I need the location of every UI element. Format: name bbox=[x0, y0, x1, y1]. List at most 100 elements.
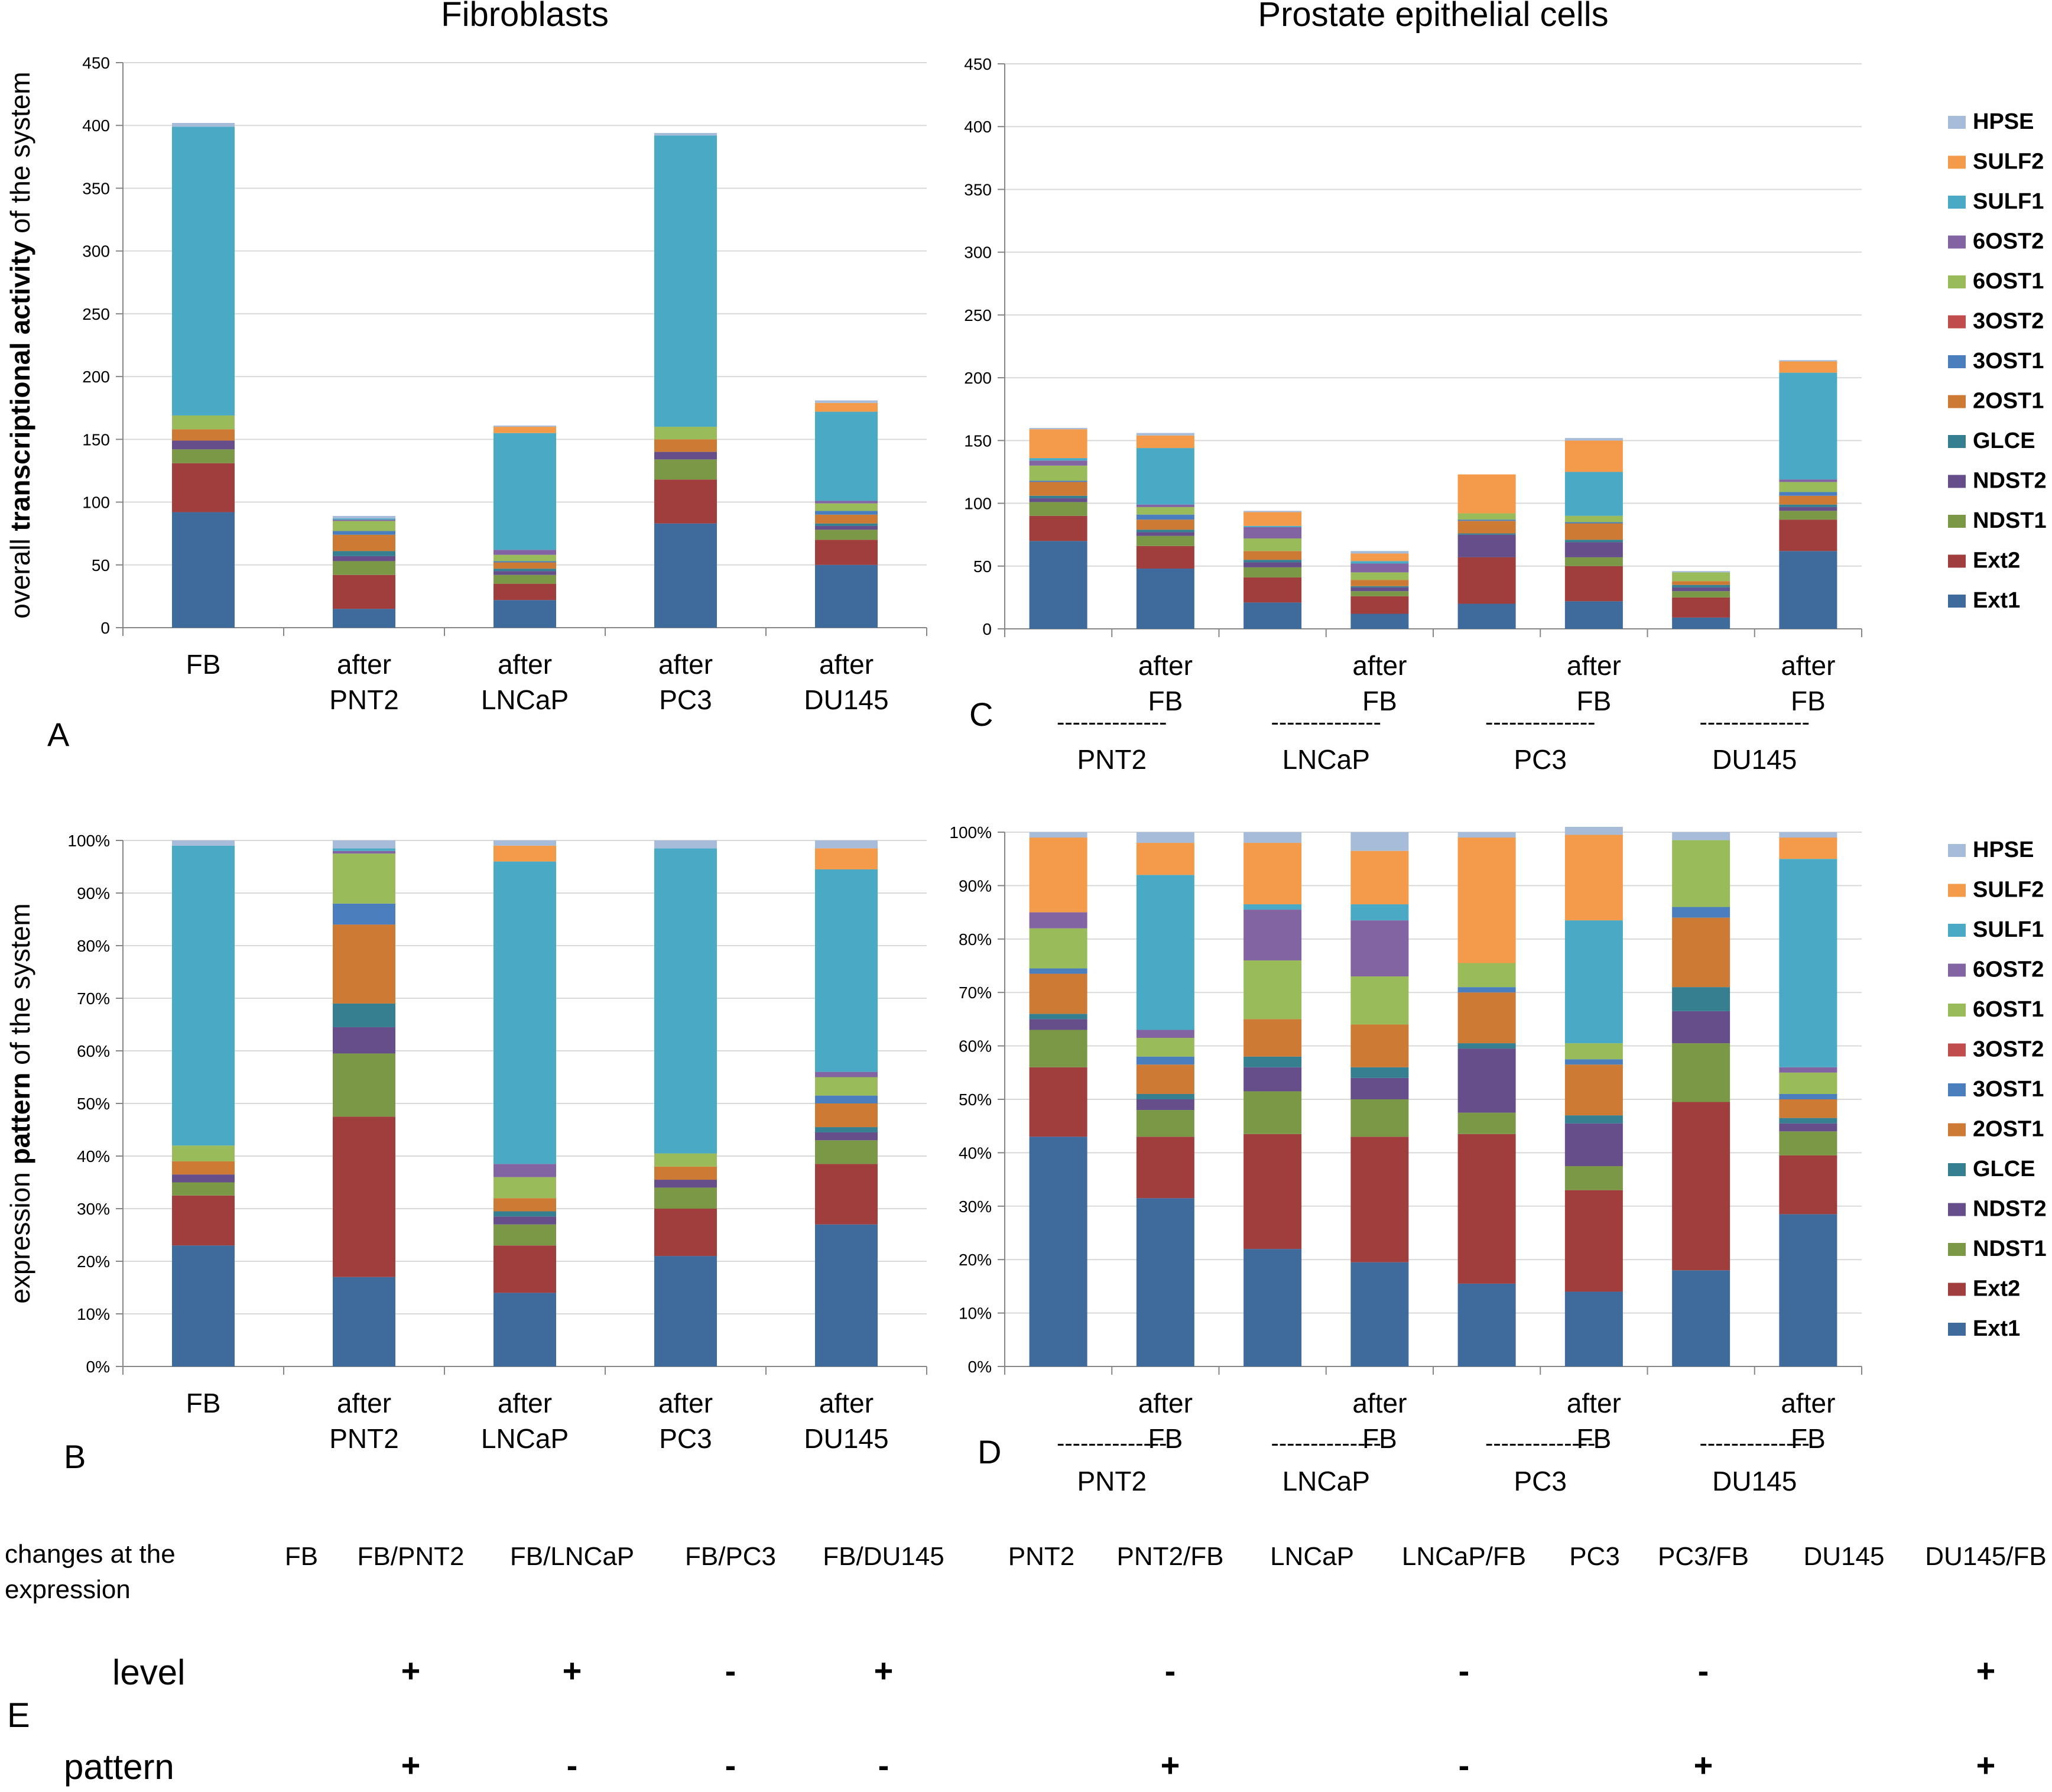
bar-segment-2ost1 bbox=[493, 562, 556, 569]
y-tick-label: 90% bbox=[959, 876, 992, 895]
bar-segment-6ost1 bbox=[1779, 482, 1837, 492]
bar-segment-2ost1 bbox=[1779, 495, 1837, 505]
x-category-label: after bbox=[1781, 1388, 1835, 1418]
x-category-label: after bbox=[337, 1388, 391, 1418]
panel-label-d: D bbox=[978, 1433, 1001, 1470]
bar-segment-2ost1 bbox=[172, 1161, 235, 1175]
bar-segment-sulf1 bbox=[493, 861, 556, 1164]
bar-segment-6ost2 bbox=[1350, 920, 1409, 977]
table-cell-pattern: - bbox=[878, 1746, 889, 1784]
y-tick-label: 20% bbox=[959, 1251, 992, 1269]
legend-label-glce: GLCE bbox=[1973, 1157, 2035, 1181]
y-tick-label: 250 bbox=[964, 306, 992, 324]
bar-segment-2ost1 bbox=[1029, 973, 1087, 1014]
bar-segment-ndst1 bbox=[333, 1053, 395, 1117]
y-tick-label: 80% bbox=[77, 937, 110, 955]
bar-segment-2ost1 bbox=[1457, 521, 1516, 534]
legend-swatch-2ost1 bbox=[1948, 1123, 1966, 1137]
legend-label-2ost1: 2OST1 bbox=[1973, 389, 2044, 414]
bar-segment-2ost1 bbox=[1243, 1019, 1302, 1057]
legend-label-2ost1: 2OST1 bbox=[1973, 1117, 2044, 1142]
bar-segment-ext2 bbox=[493, 1245, 556, 1293]
table-column-header: PNT2/FB bbox=[1117, 1542, 1224, 1571]
group-label: PNT2 bbox=[1077, 744, 1147, 775]
bar-segment-2ost1 bbox=[1350, 1024, 1409, 1067]
bar-segment-hpse bbox=[172, 840, 235, 846]
bar-segment-6ost1 bbox=[172, 415, 235, 430]
bar-segment-hpse bbox=[1672, 832, 1730, 840]
legend-swatch-3ost1 bbox=[1948, 1083, 1966, 1096]
legend-swatch-ndst2 bbox=[1948, 475, 1966, 488]
bar-segment-ext1 bbox=[333, 609, 395, 628]
x-category-label: after bbox=[498, 649, 552, 680]
x-category-label: after bbox=[1781, 650, 1835, 681]
bar-segment-6ost1 bbox=[1672, 840, 1730, 907]
bar-segment-ext2 bbox=[1350, 596, 1409, 614]
bar-segment-3ost1 bbox=[333, 903, 395, 925]
table-row-label-level: level bbox=[112, 1653, 185, 1692]
legend-swatch-3ost1 bbox=[1948, 355, 1966, 368]
bar-segment-ndst1 bbox=[1779, 511, 1837, 520]
x-category-label: PC3 bbox=[659, 684, 712, 715]
bar-segment-sulf1 bbox=[815, 411, 878, 501]
bar-segment-ext2 bbox=[1350, 1137, 1409, 1262]
bar-segment-2ost1 bbox=[1564, 523, 1623, 540]
bar-segment-sulf2 bbox=[1243, 843, 1302, 905]
bar-segment-ndst1 bbox=[815, 530, 878, 540]
y-tick-label: 250 bbox=[82, 305, 110, 323]
bar-segment-6ost2 bbox=[493, 550, 556, 555]
bar-segment-ext2 bbox=[1029, 1067, 1087, 1137]
bar-segment-ndst2 bbox=[1457, 534, 1516, 557]
bar-segment-ext1 bbox=[493, 600, 556, 628]
bar-segment-6ost1 bbox=[815, 1077, 878, 1096]
legend-swatch-ndst1 bbox=[1948, 515, 1966, 528]
bar-segment-6ost2 bbox=[815, 501, 878, 504]
bar-segment-sulf2 bbox=[493, 845, 556, 862]
x-category-label: LNCaP bbox=[481, 1423, 569, 1454]
table-cell-level: - bbox=[725, 1652, 736, 1689]
y-tick-label: 50% bbox=[959, 1090, 992, 1109]
y-tick-label: 350 bbox=[964, 180, 992, 199]
group-dash: -------------- bbox=[1485, 1430, 1595, 1456]
bar-segment-6ost2 bbox=[1136, 504, 1194, 507]
bar-segment-ext2 bbox=[654, 1209, 717, 1257]
bar-segment-6ost1 bbox=[654, 1153, 717, 1167]
legend-label-sulf1: SULF1 bbox=[1973, 189, 2044, 214]
bar-segment-ndst1 bbox=[493, 1224, 556, 1246]
bar-segment-hpse bbox=[493, 840, 556, 846]
panel-label-a: A bbox=[47, 716, 70, 753]
bar-segment-sulf2 bbox=[1779, 837, 1837, 859]
table-column-header: LNCaP bbox=[1270, 1542, 1354, 1571]
bar-segment-ndst2 bbox=[493, 1216, 556, 1225]
bar-segment-sulf1 bbox=[654, 135, 717, 427]
bar-segment-ext1 bbox=[172, 1245, 235, 1366]
table-cell-level: - bbox=[1698, 1652, 1709, 1689]
x-category-label: after bbox=[819, 649, 874, 680]
legend-swatch-sulf2 bbox=[1948, 884, 1966, 897]
bar-segment-2ost1 bbox=[654, 439, 717, 452]
table-cell-level: + bbox=[1976, 1652, 1996, 1689]
bar-segment-hpse bbox=[815, 400, 878, 403]
table-cell-level: - bbox=[1459, 1652, 1470, 1689]
table-column-header: PC3 bbox=[1569, 1542, 1620, 1571]
bar-segment-6ost2 bbox=[333, 520, 395, 521]
bar-segment-ext2 bbox=[1457, 557, 1516, 604]
bar-segment-ndst1 bbox=[1564, 557, 1623, 566]
legend-label-ext1: Ext1 bbox=[1973, 588, 2020, 613]
bar-segment-2ost1 bbox=[333, 534, 395, 551]
group-label: DU145 bbox=[1712, 1466, 1797, 1496]
x-category-label: LNCaP bbox=[481, 684, 569, 715]
panel-label-c: C bbox=[969, 696, 993, 733]
bar-segment-2ost1 bbox=[172, 429, 235, 441]
bar-segment-ndst2 bbox=[172, 1174, 235, 1183]
y-axis-label: overall transcriptional activity of the … bbox=[5, 72, 35, 618]
legend-swatch-6ost1 bbox=[1948, 1004, 1966, 1017]
legend-swatch-ext2 bbox=[1948, 554, 1966, 568]
bar-segment-sulf1 bbox=[1350, 904, 1409, 921]
bar-segment-2ost1 bbox=[815, 1103, 878, 1128]
y-tick-label: 150 bbox=[964, 431, 992, 450]
bar-segment-ext1 bbox=[654, 1256, 717, 1366]
bar-segment-6ost2 bbox=[1029, 912, 1087, 929]
bar-segment-ext1 bbox=[1779, 551, 1837, 629]
